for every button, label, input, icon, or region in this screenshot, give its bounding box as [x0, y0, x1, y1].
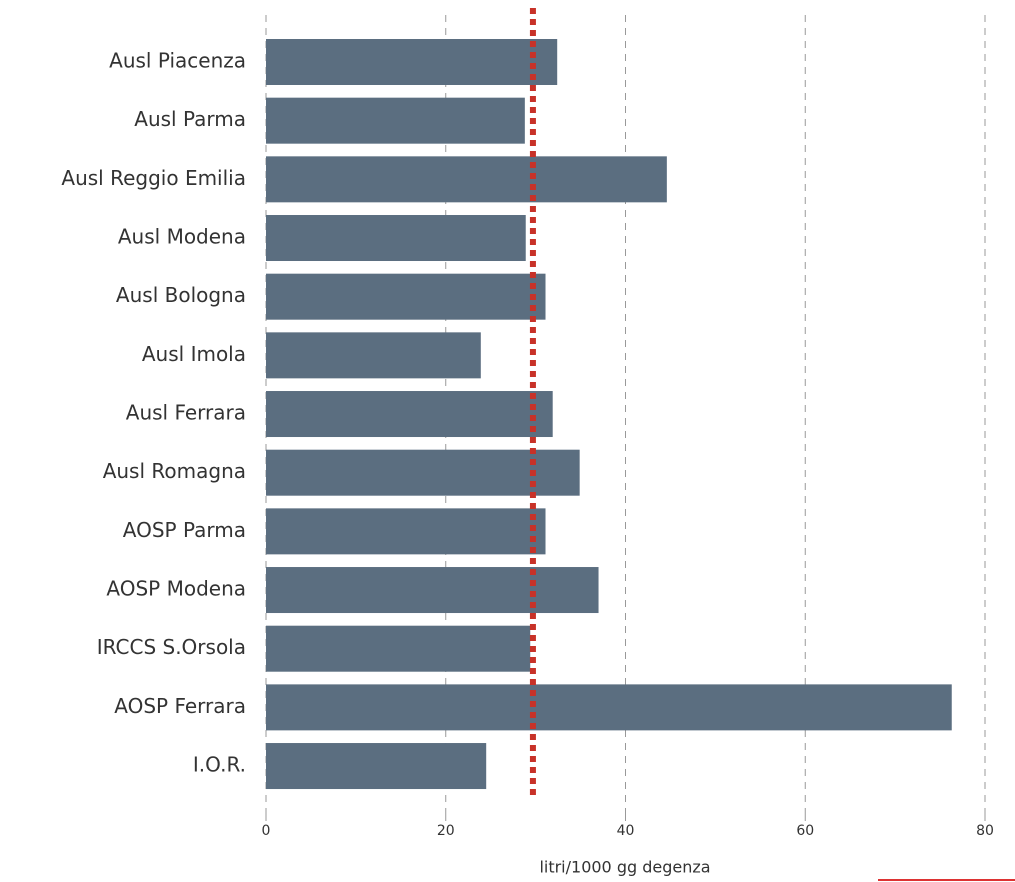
bar	[266, 215, 526, 262]
y-tick-label: Ausl Bologna	[116, 283, 246, 307]
y-tick-label: Ausl Romagna	[103, 459, 246, 483]
y-tick-label: Ausl Imola	[142, 342, 246, 366]
bar	[266, 684, 952, 731]
y-tick-label: Ausl Modena	[118, 225, 246, 249]
bar	[266, 156, 667, 203]
bar	[266, 391, 553, 438]
y-tick-label: AOSP Parma	[123, 518, 246, 542]
bar	[266, 332, 481, 379]
x-tick-label: 60	[796, 823, 814, 839]
bar	[266, 97, 525, 144]
y-tick-label: I.O.R.	[193, 753, 246, 777]
bar	[266, 449, 580, 496]
y-tick-label: Ausl Reggio Emilia	[61, 166, 246, 190]
bar	[266, 273, 546, 320]
x-tick-label: 40	[617, 823, 635, 839]
y-tick-label: AOSP Modena	[106, 577, 246, 601]
bar	[266, 625, 531, 672]
bar	[266, 743, 487, 790]
x-axis-label: litri/1000 gg degenza	[539, 858, 710, 877]
x-tick-label: 0	[262, 823, 271, 839]
y-tick-label: Ausl Parma	[134, 107, 246, 131]
bar	[266, 567, 599, 614]
y-tick-label: AOSP Ferrara	[114, 694, 246, 718]
x-tick-label: 80	[976, 823, 994, 839]
y-tick-label: IRCCS S.Orsola	[97, 635, 246, 659]
x-tick-label: 20	[437, 823, 455, 839]
bar	[266, 508, 546, 555]
bar	[266, 39, 558, 85]
y-tick-label: Ausl Ferrara	[126, 401, 246, 425]
y-tick-label: Ausl Piacenza	[109, 49, 246, 73]
